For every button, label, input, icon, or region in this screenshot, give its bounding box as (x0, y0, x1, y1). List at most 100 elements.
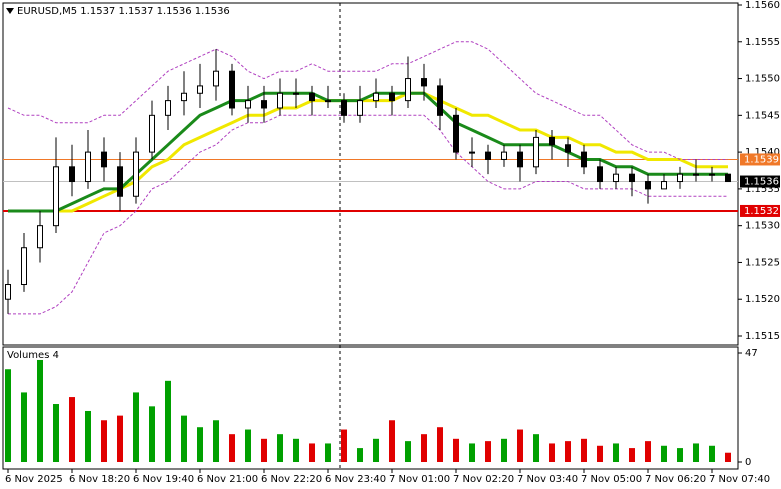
candle-body (597, 166, 603, 183)
volume-bar (53, 404, 59, 462)
candle-body (245, 100, 251, 109)
candle-body (85, 151, 91, 183)
volume-bar (229, 434, 235, 462)
candle-body (709, 173, 715, 176)
y-tick-label: 1.1540 (745, 147, 780, 158)
candle-body (149, 114, 155, 153)
volume-bar (565, 441, 571, 462)
y-tick-label: 1.1555 (745, 37, 780, 48)
volume-bar (597, 445, 603, 462)
candle-body (5, 284, 11, 300)
candle-body (181, 92, 187, 102)
volume-pane (2, 346, 739, 470)
x-tick-label: 6 Nov 2025 (5, 474, 63, 485)
volume-bar (581, 438, 587, 462)
y-tick-label: 1.1515 (745, 331, 780, 342)
candle-body (213, 70, 219, 87)
candle-body (661, 181, 667, 190)
candle-body (677, 173, 683, 183)
candle-body (229, 70, 235, 109)
volume-title: Volumes 4 (7, 350, 59, 361)
candle-body (389, 92, 395, 102)
volume-bar (645, 441, 651, 462)
x-tick-label: 7 Nov 03:40 (517, 474, 578, 485)
volume-bar (149, 406, 155, 462)
volume-bar (389, 420, 395, 462)
symbol-icon (6, 8, 14, 14)
price-label: 1.1536 (744, 177, 779, 188)
candle-body (437, 85, 443, 116)
indicator-line (8, 114, 728, 315)
candle-body (197, 85, 203, 94)
volume-bar (501, 438, 507, 462)
candle-body (565, 144, 571, 153)
x-tick-label: 7 Nov 02:20 (453, 474, 514, 485)
x-tick-label: 7 Nov 05:00 (581, 474, 642, 485)
volume-bar (5, 369, 11, 462)
volume-bar (693, 443, 699, 462)
volume-bar (677, 448, 683, 462)
volume-bar (277, 434, 283, 462)
y-tick-label: 1.1520 (745, 294, 780, 305)
volume-bar (245, 429, 251, 462)
candle-body (485, 151, 491, 160)
volume-bar (373, 438, 379, 462)
volume-bar (485, 441, 491, 462)
x-tick-label: 6 Nov 22:20 (261, 474, 322, 485)
candle-body (165, 100, 171, 116)
candle-body (373, 92, 379, 102)
x-tick-label: 6 Nov 19:40 (133, 474, 194, 485)
x-tick-label: 7 Nov 07:40 (709, 474, 770, 485)
volume-bar (341, 429, 347, 462)
candle-body (581, 151, 587, 168)
volume-bar (293, 438, 299, 462)
candle-body (277, 92, 283, 109)
candle-body (309, 92, 315, 102)
candle-body (405, 78, 411, 102)
indicator-line (8, 91, 728, 213)
y-tick-label: 1.1525 (745, 257, 780, 268)
y-tick-label: 0 (745, 457, 751, 468)
price-label: 1.1539 (744, 154, 779, 165)
volume-bar (117, 415, 123, 462)
volume-bar (261, 438, 267, 462)
y-tick-label: 1.1550 (745, 74, 780, 85)
volume-bar (181, 415, 187, 462)
candle-body (357, 100, 363, 116)
price-label: 1.1532 (744, 206, 779, 217)
candle-body (293, 92, 299, 95)
volume-bar (437, 427, 443, 462)
price-pane (2, 2, 739, 346)
candle-body (21, 247, 27, 286)
x-tick-label: 6 Nov 18:20 (69, 474, 130, 485)
volume-bar (421, 434, 427, 462)
x-tick-label: 7 Nov 06:20 (645, 474, 706, 485)
volume-bar (21, 392, 27, 462)
candle-body (629, 173, 635, 183)
y-tick-label: 1.1545 (745, 110, 780, 121)
candle-body (453, 114, 459, 153)
y-tick-label: 1.1530 (745, 221, 780, 232)
volume-bar (133, 392, 139, 462)
chart-title: EURUSD,M5 1.1537 1.1537 1.1536 1.1536 (17, 6, 230, 17)
volume-bar (469, 443, 475, 462)
price-label-box (740, 175, 780, 188)
price-label-box (740, 153, 780, 166)
candle-body (501, 151, 507, 160)
volume-bar (533, 434, 539, 462)
volume-bar (725, 452, 731, 462)
indicator-line (7, 41, 728, 160)
y-tick-label: 1.1535 (745, 184, 780, 195)
candle-body (533, 136, 539, 168)
candle-body (421, 78, 427, 87)
x-tick-label: 6 Nov 23:40 (325, 474, 386, 485)
volume-bar (517, 429, 523, 462)
y-tick-label: 47 (745, 348, 758, 359)
x-tick-label: 6 Nov 21:00 (197, 474, 258, 485)
volume-bar (405, 441, 411, 462)
volume-bar (549, 443, 555, 462)
volume-bar (101, 420, 107, 462)
candle-body (37, 225, 43, 249)
candle-body (517, 151, 523, 168)
